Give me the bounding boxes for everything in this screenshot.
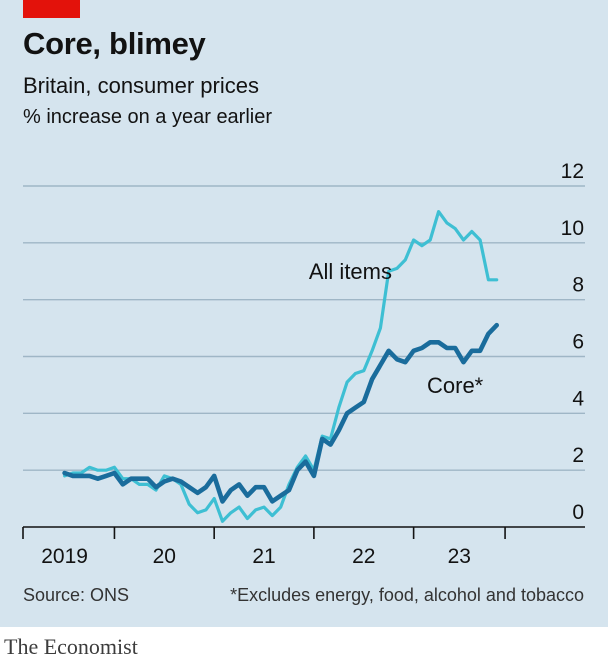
- y-tick-label-0: 0: [572, 501, 584, 524]
- chart-unit-label: % increase on a year earlier: [23, 106, 273, 128]
- x-tick-label-20: 20: [153, 545, 176, 568]
- y-tick-label-2: 2: [572, 444, 584, 467]
- x-axis: 2019 20 21 22 23: [22, 526, 585, 568]
- chart-subtitle: Britain, consumer prices: [23, 73, 259, 98]
- brand-wordmark: The Economist: [4, 634, 138, 659]
- y-tick-label-12: 12: [561, 160, 584, 183]
- y-tick-label-8: 8: [572, 274, 584, 297]
- series-lines: [62, 210, 500, 523]
- series-label-all-items: All items: [309, 259, 392, 284]
- series-line-core: [62, 322, 500, 504]
- y-tick-label-6: 6: [572, 331, 584, 354]
- grid-lines: [23, 185, 585, 471]
- y-axis-tick-labels: 0 2 4 6 8 10 12: [561, 160, 585, 524]
- series-line-all-items: [62, 210, 499, 523]
- brand-red-tab: [23, 0, 80, 18]
- x-tick-label-23: 23: [448, 545, 471, 568]
- y-tick-label-10: 10: [561, 217, 584, 240]
- footnote: *Excludes energy, food, alcohol and toba…: [230, 585, 584, 605]
- x-tick-label-2019: 2019: [41, 545, 88, 568]
- x-tick-label-21: 21: [252, 545, 275, 568]
- series-labels: All items Core*: [309, 259, 484, 398]
- brand-bar: [0, 627, 608, 662]
- series-label-core: Core*: [427, 373, 484, 398]
- source-note: Source: ONS: [23, 585, 130, 605]
- x-tick-label-22: 22: [352, 545, 375, 568]
- chart-title: Core, blimey: [23, 26, 206, 61]
- y-tick-label-4: 4: [572, 387, 584, 410]
